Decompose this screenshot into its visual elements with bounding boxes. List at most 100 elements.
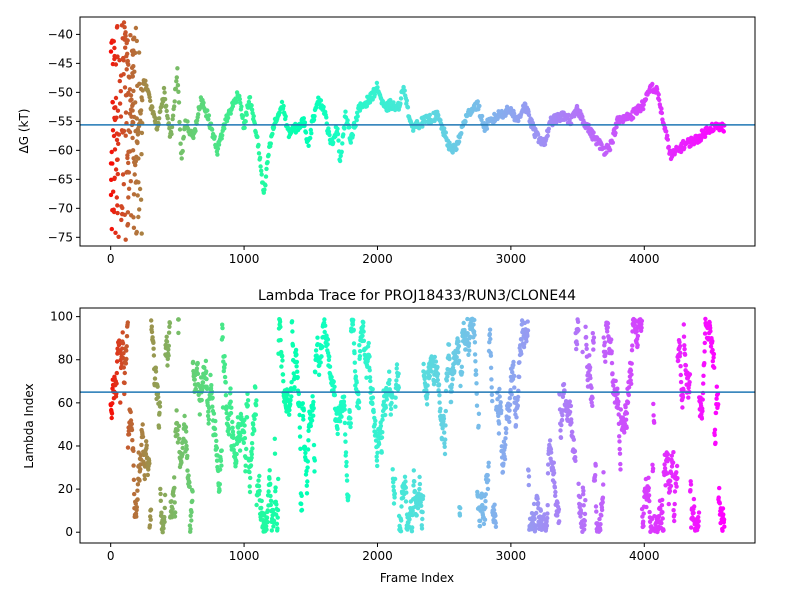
delta-g-point — [477, 103, 482, 109]
delta-g-point — [139, 231, 144, 236]
lambda-point — [472, 332, 477, 338]
lambda-point — [466, 341, 472, 346]
lambda-point — [584, 346, 589, 351]
lambda-point — [575, 319, 581, 324]
lambda-point — [343, 439, 348, 444]
lambda-point — [675, 476, 680, 481]
lambda-point — [239, 414, 244, 420]
lambda-point — [660, 510, 665, 515]
delta-g-point — [108, 192, 114, 198]
delta-g-point — [136, 214, 141, 220]
lambda-point — [582, 518, 587, 523]
lambda-point — [275, 526, 280, 531]
lambda-point — [264, 524, 269, 529]
delta-g-point — [607, 147, 613, 153]
delta-g-point — [338, 153, 343, 159]
delta-g-point — [266, 152, 271, 158]
lambda-point — [498, 404, 503, 409]
delta-g-point — [121, 20, 127, 25]
lambda-point — [238, 433, 243, 438]
lambda-point — [172, 485, 177, 491]
lambda-point — [271, 524, 276, 529]
delta-g-point — [523, 101, 528, 107]
lambda-point — [202, 365, 207, 370]
lambda-point — [696, 523, 701, 529]
lambda-point — [660, 497, 665, 503]
lambda-point — [123, 361, 129, 366]
delta-g-point — [111, 189, 116, 194]
lambda-point — [419, 526, 425, 531]
delta-g-point — [542, 142, 548, 147]
delta-g-point — [306, 143, 311, 148]
lambda-point — [551, 470, 557, 476]
delta-g-point — [246, 99, 252, 105]
delta-g-point — [120, 211, 125, 217]
lambda-x-ticks: 0 1000 2000 3000 4000 — [107, 543, 660, 563]
lambda-point — [219, 463, 224, 468]
lambda-point — [131, 477, 137, 482]
lambda-point — [678, 372, 683, 378]
lambda-point — [381, 399, 387, 404]
delta-g-point — [172, 104, 177, 109]
lambda-point — [329, 374, 334, 380]
lambda-point — [204, 386, 210, 391]
x-tick-label: 4000 — [629, 252, 660, 266]
lambda-point — [443, 437, 448, 442]
lambda-point — [582, 511, 588, 517]
lambda-point — [199, 397, 204, 403]
lambda-point — [305, 479, 310, 484]
lambda-point — [574, 342, 580, 347]
lambda-point — [220, 322, 225, 327]
lambda-point — [412, 488, 417, 494]
lambda-point — [699, 416, 705, 421]
lambda-point — [318, 360, 323, 365]
lambda-point — [471, 329, 477, 334]
lambda-point — [343, 450, 349, 455]
x-tick-label: 3000 — [496, 549, 527, 563]
lambda-point — [128, 418, 134, 423]
lambda-point — [560, 413, 565, 418]
delta-g-point — [258, 164, 263, 169]
delta-g-point — [263, 183, 268, 188]
lambda-point — [649, 516, 655, 522]
lambda-point — [361, 329, 366, 334]
x-tick-label: 2000 — [362, 252, 393, 266]
lambda-point — [496, 431, 502, 436]
delta-g-point — [131, 37, 136, 42]
lambda-point — [691, 510, 696, 516]
lambda-point — [230, 425, 235, 430]
lambda-point — [507, 396, 512, 401]
lambda-point — [605, 325, 610, 330]
delta-g-point — [134, 116, 139, 121]
delta-g-point — [116, 234, 121, 239]
lambda-point — [162, 492, 168, 498]
lambda-point — [130, 438, 135, 443]
lambda-point — [167, 324, 172, 329]
lambda-point — [266, 489, 271, 494]
lambda-point — [486, 478, 491, 483]
lambda-point — [466, 352, 471, 357]
delta-g-point — [115, 157, 120, 162]
x-tick-label: 1000 — [229, 252, 260, 266]
lambda-point — [367, 368, 372, 373]
delta-g-point — [215, 146, 221, 151]
lambda-point — [312, 469, 317, 474]
delta-g-point — [126, 62, 131, 67]
lambda-point — [120, 341, 126, 346]
lambda-point — [424, 388, 429, 393]
delta-g-point — [179, 156, 184, 161]
lambda-point — [623, 417, 629, 422]
lambda-point — [138, 462, 143, 467]
lambda-point — [525, 319, 530, 324]
lambda-point — [489, 377, 494, 382]
lambda-point — [166, 343, 171, 348]
lambda-point — [458, 505, 463, 511]
lambda-point — [432, 354, 437, 360]
lambda-point — [387, 377, 392, 383]
lambda-point — [172, 475, 177, 480]
lambda-point — [415, 506, 421, 511]
delta-g-point — [180, 148, 185, 154]
delta-g-point — [130, 135, 135, 141]
lambda-point — [185, 453, 190, 459]
lambda-point — [456, 343, 462, 349]
